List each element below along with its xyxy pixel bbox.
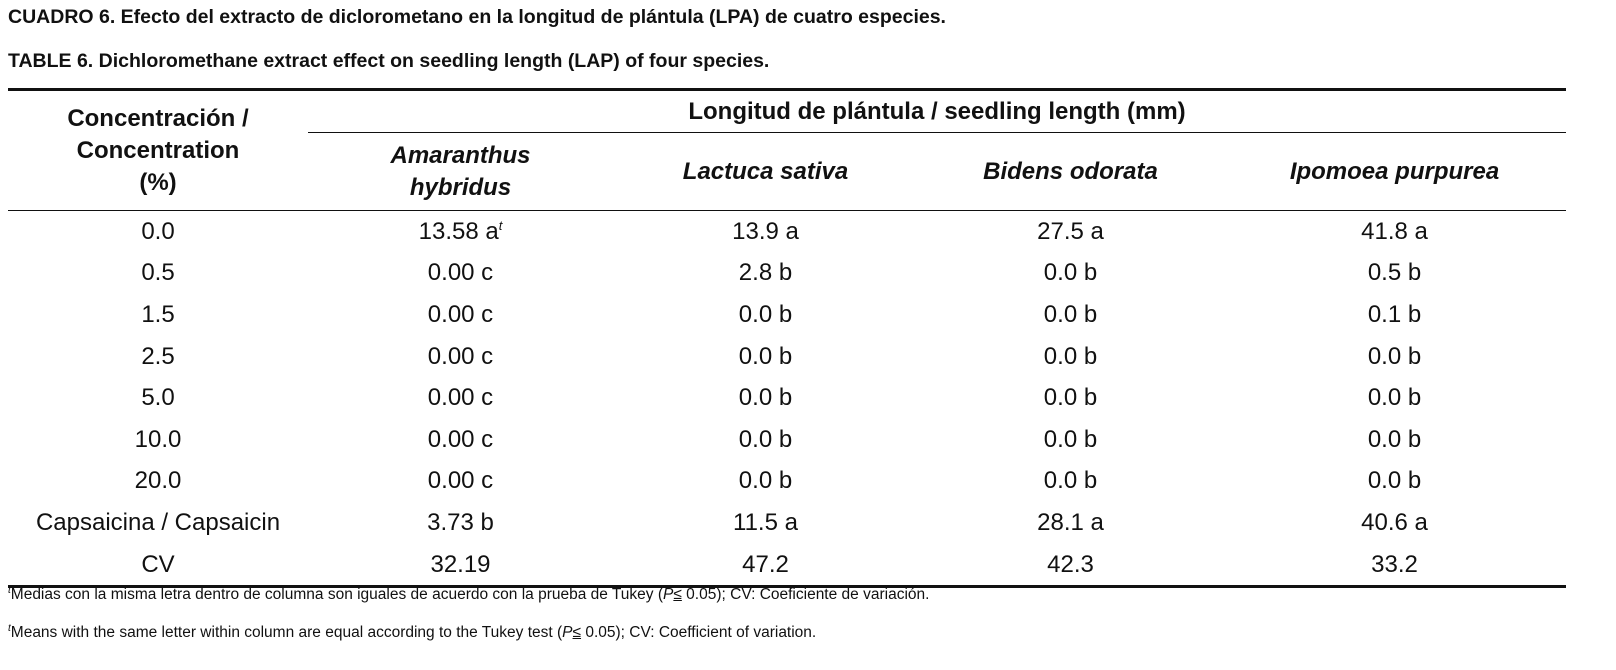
footnote-text: 0.05); CV: Coeficiente de variación. — [681, 586, 930, 604]
cell: 0.0 b — [1043, 467, 1098, 495]
column-header: Amaranthus hybridus — [308, 132, 613, 211]
row-header: Concentración / Concentration (%) — [8, 89, 308, 211]
cell: 0.0 b — [738, 342, 793, 370]
cell: 3.73 b — [427, 508, 494, 536]
cell: 0.00 c — [427, 425, 494, 453]
cell: 0.0 b — [1043, 342, 1098, 370]
cell: 2.8 b — [738, 259, 793, 287]
cell: 42.3 — [1047, 550, 1094, 578]
footnote-marker: t — [498, 217, 503, 233]
span-header: Longitud de plántula / seedling length (… — [308, 89, 1567, 133]
column-header-line: Bidens odorata — [983, 157, 1158, 185]
cell: 0.0 b — [738, 384, 793, 412]
column-header: Lactuca sativa — [613, 132, 918, 211]
cell: 13.9 a — [732, 217, 799, 245]
table-row: CV 32.19 47.2 42.3 33.2 — [8, 544, 1566, 587]
row-label: 0.0 — [141, 217, 175, 245]
cell: 0.0 b — [738, 300, 793, 328]
table-row: 20.0 0.00 c 0.0 b 0.0 b 0.0 b — [8, 461, 1566, 503]
column-header-line: Ipomoea purpurea — [1289, 157, 1500, 185]
table-row: Capsaicina / Capsaicin 3.73 b 11.5 a 28.1 a… — [8, 502, 1566, 544]
row-label: Capsaicina / Capsaicin — [35, 508, 281, 536]
footnote-le: ≤ — [673, 586, 682, 604]
column-header-line: Amaranthus — [390, 141, 531, 169]
cell: 0.0 b — [1043, 259, 1098, 287]
cell: 0.00 c — [427, 259, 494, 287]
cell: 0.0 b — [1367, 384, 1422, 412]
row-label: 1.5 — [141, 300, 175, 328]
row-header-line: Concentration — [76, 136, 240, 164]
cell: 0.0 b — [1367, 467, 1422, 495]
row-label: 5.0 — [141, 384, 175, 412]
data-table: Concentración / Concentration (%) Longitud… — [8, 88, 1567, 589]
row-label: 2.5 — [141, 342, 175, 370]
cell: 0.1 b — [1367, 300, 1422, 328]
cell: 0.5 b — [1367, 259, 1422, 287]
row-label: CV — [141, 550, 175, 578]
cell: 47.2 — [742, 550, 789, 578]
column-header-line: Lactuca sativa — [682, 157, 849, 185]
cell: 0.00 c — [427, 384, 494, 412]
column-header-line: hybridus — [409, 173, 512, 201]
row-label: 20.0 — [134, 467, 182, 495]
table-row: 0.0 13.58 at 13.9 a 27.5 a 41.8 a — [8, 211, 1566, 253]
footnote: tMedias con la misma letra dentro de col… — [8, 585, 929, 604]
table-row: 0.5 0.00 c 2.8 b 0.0 b 0.5 b — [8, 253, 1566, 295]
footnote-p: P — [663, 586, 674, 604]
column-header: Bidens odorata — [918, 132, 1223, 211]
table-row: 2.5 0.00 c 0.0 b 0.0 b 0.0 b — [8, 336, 1566, 378]
footnote-text: 0.05); CV: Coefficient of variation. — [581, 624, 817, 642]
cell: 0.0 b — [1043, 425, 1098, 453]
cell: 0.0 b — [1043, 300, 1098, 328]
cell: 0.00 c — [427, 467, 494, 495]
footnote-le: ≤ — [572, 624, 582, 642]
cell: 0.0 b — [1367, 342, 1422, 370]
cell: 0.0 b — [738, 467, 793, 495]
cell: 0.0 b — [738, 425, 793, 453]
column-header: Ipomoea purpurea — [1223, 132, 1567, 211]
cell: 33.2 — [1371, 550, 1418, 578]
footnote-text: Means with the same letter within column… — [10, 624, 563, 642]
cell: 0.0 b — [1367, 425, 1422, 453]
cell: 27.5 a — [1037, 217, 1104, 245]
table-row: 5.0 0.00 c 0.0 b 0.0 b 0.0 b — [8, 377, 1566, 419]
cell: 0.0 b — [1043, 384, 1098, 412]
cell: 11.5 a — [733, 508, 798, 536]
footnote-marker: t — [8, 623, 11, 634]
cell: 32.19 — [430, 550, 491, 578]
cell: 13.58 at — [418, 217, 503, 245]
title-es: CUADRO 6. Efecto del extracto de dicloro… — [8, 6, 946, 28]
cell: 28.1 a — [1037, 508, 1104, 536]
table-row: 1.5 0.00 c 0.0 b 0.0 b 0.1 b — [8, 294, 1566, 336]
footnote-marker: t — [8, 585, 11, 596]
footnote-p: P — [562, 624, 573, 642]
cell: 41.8 a — [1361, 217, 1428, 245]
footnote-text: Medias con la misma letra dentro de colu… — [10, 586, 664, 604]
row-header-line: Concentración / — [67, 104, 249, 132]
row-header-line: (%) — [139, 168, 177, 196]
cell: 40.6 a — [1361, 508, 1428, 536]
row-label: 10.0 — [134, 425, 182, 453]
footnote: tMeans with the same letter within colum… — [8, 623, 816, 642]
row-label: 0.5 — [141, 259, 175, 287]
cell: 0.00 c — [427, 300, 494, 328]
table-row: 10.0 0.00 c 0.0 b 0.0 b 0.0 b — [8, 419, 1566, 461]
cell: 0.00 c — [427, 342, 494, 370]
title-en: TABLE 6. Dichloromethane extract effect … — [8, 50, 770, 72]
